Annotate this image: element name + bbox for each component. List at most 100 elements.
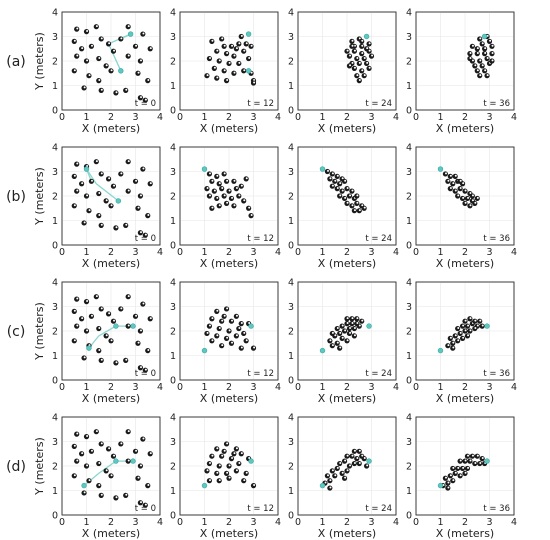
- agent-marker-highlight: [346, 322, 349, 325]
- agent-point: [349, 453, 355, 459]
- y-tick-label: 3: [406, 167, 412, 178]
- agent-point: [71, 308, 77, 314]
- agent-point: [79, 181, 85, 187]
- panel-r0-c0: 0 1 2 3 4 0 1 2 3 4 X (meters) t = 0 (a) Y (meters): [6, 8, 163, 136]
- y-tick-label: 1: [406, 81, 412, 92]
- agent-point: [361, 456, 367, 462]
- agent-marker-highlight: [86, 194, 89, 197]
- leader-point: [437, 482, 444, 489]
- x-tick-label: 0: [59, 112, 65, 123]
- agent-marker-highlight: [238, 42, 241, 45]
- y-tick-label: 0: [52, 106, 58, 117]
- y-axis-label: Y (meters): [33, 167, 46, 226]
- agent-marker-highlight: [329, 339, 332, 342]
- agent-point: [464, 453, 471, 459]
- agent-marker-highlight: [366, 47, 369, 50]
- agent-point: [74, 26, 80, 32]
- agent-marker-highlight: [467, 324, 470, 327]
- agent-marker-highlight: [238, 461, 241, 464]
- agent-point: [459, 195, 466, 202]
- agent-point: [142, 367, 148, 373]
- y-tick-label: 3: [288, 437, 294, 448]
- agent-marker-highlight: [76, 297, 79, 300]
- agent-marker-highlight: [351, 39, 354, 42]
- agent-point: [125, 323, 131, 329]
- agent-marker-highlight: [339, 194, 342, 197]
- x-tick-label: 1: [437, 112, 443, 123]
- agent-marker-highlight: [356, 457, 359, 460]
- agent-marker-highlight: [351, 454, 354, 457]
- agent-point: [108, 338, 114, 344]
- agent-marker-highlight: [218, 479, 221, 482]
- x-tick-label: 3: [486, 112, 492, 123]
- y-tick-label: 1: [288, 216, 294, 227]
- agent-marker-highlight: [459, 474, 462, 477]
- agent-marker-highlight: [331, 344, 334, 347]
- panel-r2-c2: 0 1 2 3 4 0 1 2 3 4 X (meters) t = 24: [288, 278, 399, 406]
- x-tick-label: 4: [157, 382, 163, 393]
- agent-point: [223, 306, 230, 312]
- agent-point: [346, 63, 353, 69]
- panel-r1-c3: 0 1 2 3 4 0 1 2 3 4 X (meters) t = 36: [406, 143, 517, 271]
- agent-marker-highlight: [76, 189, 79, 192]
- agent-point: [206, 171, 212, 177]
- agent-marker-highlight: [140, 194, 142, 197]
- y-tick-label: 0: [288, 511, 294, 522]
- agent-marker-highlight: [462, 182, 465, 185]
- agent-point: [96, 55, 102, 62]
- agent-marker-highlight: [100, 442, 103, 445]
- y-tick-label: 3: [288, 32, 294, 43]
- agent-point: [86, 73, 92, 79]
- leader-point: [83, 166, 90, 172]
- agent-marker-highlight: [459, 187, 462, 190]
- agent-point: [344, 200, 350, 206]
- agent-marker-highlight: [218, 464, 221, 467]
- agent-marker-highlight: [135, 449, 138, 452]
- agent-point: [479, 63, 485, 69]
- agent-marker-highlight: [235, 334, 238, 337]
- agent-marker-highlight: [228, 61, 231, 64]
- agent-point: [98, 306, 104, 312]
- agent-point: [359, 68, 365, 74]
- agent-marker-highlight: [137, 341, 140, 344]
- agent-marker-highlight: [76, 324, 79, 327]
- agent-marker-highlight: [211, 39, 214, 42]
- time-label: t = 24: [365, 234, 392, 244]
- agent-point: [467, 316, 473, 322]
- leader-point: [245, 68, 252, 74]
- agent-point: [462, 200, 468, 206]
- agent-marker-highlight: [334, 334, 337, 337]
- agent-point: [98, 171, 104, 177]
- agent-marker-highlight: [206, 469, 209, 472]
- agent-point: [216, 463, 222, 469]
- agent-marker-highlight: [253, 484, 256, 486]
- agent-marker-highlight: [100, 493, 103, 496]
- agent-marker-highlight: [226, 79, 229, 81]
- agent-marker-highlight: [479, 319, 482, 322]
- x-tick-label: 0: [295, 517, 301, 528]
- agent-point: [452, 188, 458, 194]
- agent-marker-highlight: [245, 42, 248, 45]
- y-tick-label: 1: [52, 216, 58, 227]
- agent-marker-highlight: [108, 177, 111, 180]
- agent-marker-highlight: [243, 49, 246, 52]
- agent-point: [125, 159, 131, 165]
- agent-marker-highlight: [240, 452, 243, 455]
- agent-marker-highlight: [464, 329, 467, 332]
- agent-point: [137, 95, 143, 101]
- agent-marker-highlight: [88, 209, 91, 212]
- agent-point: [204, 186, 210, 192]
- agent-marker-highlight: [105, 469, 108, 472]
- agent-marker-highlight: [361, 44, 364, 47]
- agent-point: [231, 203, 237, 209]
- x-tick-label: 0: [295, 382, 301, 393]
- agent-point: [88, 313, 94, 319]
- y-tick-label: 2: [170, 327, 176, 338]
- agent-marker-highlight: [253, 81, 256, 84]
- agent-marker-highlight: [467, 454, 470, 457]
- agent-marker-highlight: [245, 177, 248, 180]
- y-tick-label: 1: [52, 81, 58, 92]
- agent-point: [243, 470, 249, 476]
- agent-marker-highlight: [479, 59, 482, 62]
- agent-marker-highlight: [127, 160, 130, 163]
